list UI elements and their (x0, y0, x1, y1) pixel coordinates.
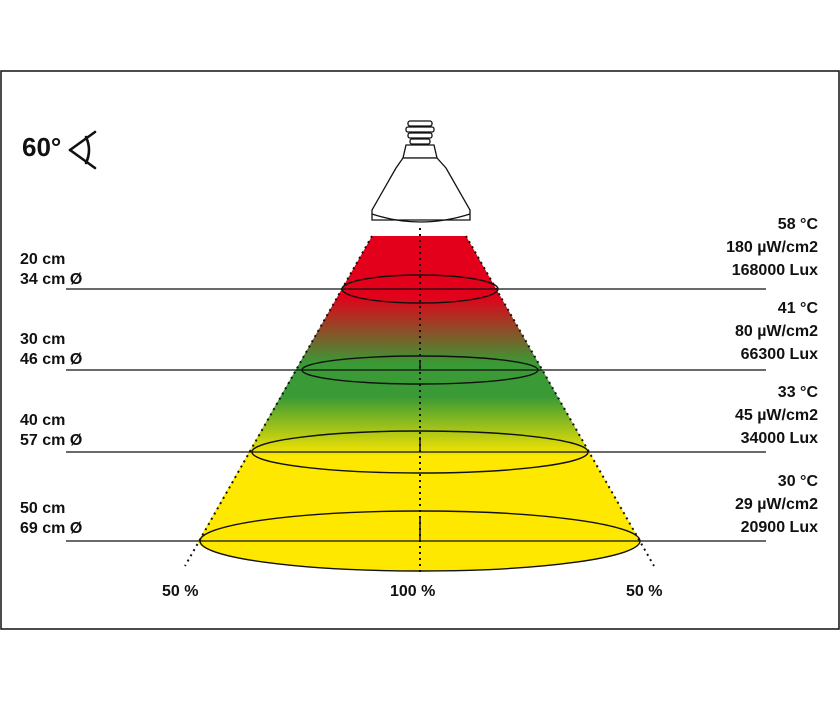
band-3-lux: 34000 Lux (741, 430, 818, 447)
beam-angle-icon (68, 130, 97, 170)
band-4-ellipse (199, 510, 641, 572)
band-2-ellipse (301, 355, 539, 385)
band-1-uv: 180 µW/cm2 (726, 239, 818, 256)
diagram-frame (0, 70, 840, 630)
band-1-lux: 168000 Lux (732, 262, 818, 279)
band-3-distance: 40 cm (20, 412, 65, 429)
band-3-temperature: 33 °C (778, 384, 819, 401)
band-2-temperature: 41 °C (778, 300, 819, 317)
band-1-diameter: 34 cm Ø (20, 271, 82, 288)
band-1-distance: 20 cm (20, 251, 65, 268)
band-4-distance: 50 cm (20, 500, 65, 517)
band-2-distance: 30 cm (20, 331, 65, 348)
band-1-temperature: 58 °C (778, 216, 819, 233)
band-3-uv: 45 µW/cm2 (735, 407, 818, 424)
band-2-uv: 80 µW/cm2 (735, 323, 818, 340)
beam-angle-label: 60° (22, 132, 61, 162)
band-3-ellipse (251, 430, 589, 474)
intensity-right: 50 % (626, 583, 662, 600)
band-2-diameter: 46 cm Ø (20, 351, 82, 368)
intensity-left: 50 % (162, 583, 198, 600)
band-4-temperature: 30 °C (778, 473, 819, 490)
band-4-diameter: 69 cm Ø (20, 520, 82, 537)
intensity-center: 100 % (390, 583, 435, 600)
lamp-bulb-icon (371, 120, 471, 223)
band-4-uv: 29 µW/cm2 (735, 496, 818, 513)
band-1-ellipse (341, 274, 499, 304)
band-3-diameter: 57 cm Ø (20, 432, 82, 449)
band-2-lux: 66300 Lux (741, 346, 818, 363)
band-4-lux: 20900 Lux (741, 519, 818, 536)
